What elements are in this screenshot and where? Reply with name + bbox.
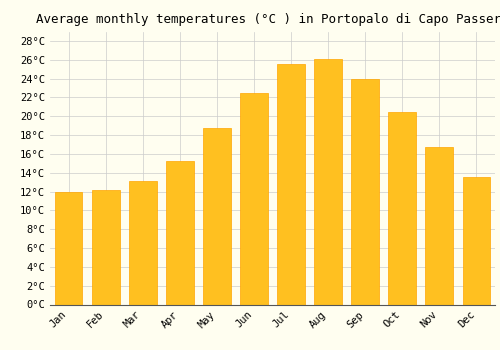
Bar bbox=[54, 191, 82, 304]
Bar bbox=[426, 147, 454, 304]
Bar bbox=[166, 161, 194, 304]
Bar bbox=[203, 128, 231, 304]
Title: Average monthly temperatures (°C ) in Portopalo di Capo Passero: Average monthly temperatures (°C ) in Po… bbox=[36, 13, 500, 26]
Bar bbox=[352, 78, 379, 304]
Bar bbox=[129, 181, 156, 304]
Bar bbox=[277, 63, 305, 305]
Bar bbox=[388, 112, 416, 304]
Bar bbox=[314, 59, 342, 304]
Bar bbox=[240, 93, 268, 304]
Bar bbox=[92, 190, 120, 304]
Bar bbox=[462, 177, 490, 304]
